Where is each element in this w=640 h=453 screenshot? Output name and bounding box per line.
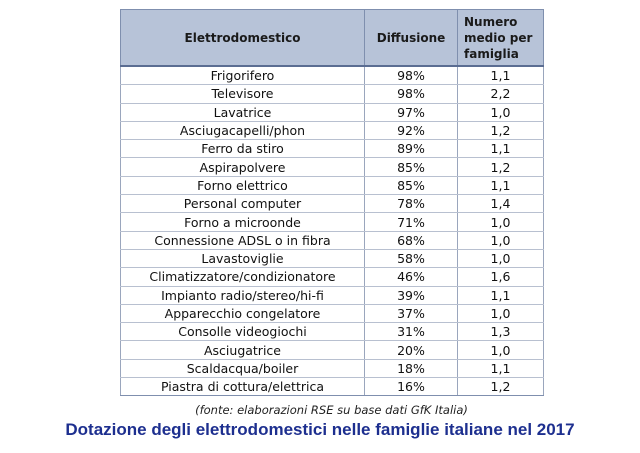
table-body: Frigorifero 98% 1,1 Televisore 98% 2,2 Lavatri… <box>120 66 544 397</box>
cell-appliance: Personal computer <box>120 194 365 214</box>
cell-appliance: Forno a microonde <box>120 212 365 232</box>
cell-diffusion: 37% <box>364 304 458 324</box>
table-row: Televisore 98% 2,2 <box>120 84 544 104</box>
cell-average: 1,2 <box>457 377 544 397</box>
cell-average: 1,3 <box>457 322 544 342</box>
table-row: Aspirapolvere 85% 1,2 <box>120 157 544 177</box>
cell-appliance: Forno elettrico <box>120 176 365 196</box>
cell-appliance: Piastra di cottura/elettrica <box>120 377 365 397</box>
cell-diffusion: 92% <box>364 121 458 141</box>
cell-diffusion: 18% <box>364 359 458 379</box>
cell-average: 1,0 <box>457 231 544 250</box>
cell-appliance: Aspirapolvere <box>120 157 365 177</box>
cell-average: 1,0 <box>457 249 544 269</box>
cell-appliance: Ferro da stiro <box>120 139 365 159</box>
table-row: Forno elettrico 85% 1,1 <box>120 176 544 196</box>
cell-average: 1,0 <box>457 212 544 232</box>
table-header: Elettrodomestico Diffusione Numero medio… <box>120 9 544 67</box>
appliance-table-container: Elettrodomestico Diffusione Numero medio… <box>120 9 544 397</box>
table-row: Scaldacqua/boiler 18% 1,1 <box>120 359 544 379</box>
cell-diffusion: 68% <box>364 231 458 250</box>
table-row: Frigorifero 98% 1,1 <box>120 66 544 86</box>
table-row: Impianto radio/stereo/hi-fi 39% 1,1 <box>120 286 544 305</box>
cell-appliance: Impianto radio/stereo/hi-fi <box>120 286 365 305</box>
table-row: Personal computer 78% 1,4 <box>120 194 544 214</box>
table-row: Ferro da stiro 89% 1,1 <box>120 139 544 159</box>
cell-appliance: Asciugatrice <box>120 340 365 360</box>
cell-diffusion: 97% <box>364 103 458 122</box>
table-row: Asciugacapelli/phon 92% 1,2 <box>120 121 544 141</box>
header-appliance: Elettrodomestico <box>120 9 365 67</box>
cell-average: 1,1 <box>457 359 544 379</box>
cell-average: 1,4 <box>457 194 544 214</box>
cell-average: 1,1 <box>457 176 544 196</box>
cell-appliance: Connessione ADSL o in fibra <box>120 231 365 250</box>
cell-average: 1,1 <box>457 139 544 159</box>
cell-diffusion: 85% <box>364 157 458 177</box>
table-row: Asciugatrice 20% 1,0 <box>120 340 544 360</box>
cell-average: 1,0 <box>457 340 544 360</box>
cell-diffusion: 89% <box>364 139 458 159</box>
cell-appliance: Consolle videogiochi <box>120 322 365 342</box>
table-row: Piastra di cottura/elettrica 16% 1,2 <box>120 377 544 397</box>
cell-appliance: Scaldacqua/boiler <box>120 359 365 379</box>
cell-appliance: Televisore <box>120 84 365 104</box>
cell-diffusion: 58% <box>364 249 458 269</box>
cell-diffusion: 71% <box>364 212 458 232</box>
cell-diffusion: 16% <box>364 377 458 397</box>
appliance-table: Elettrodomestico Diffusione Numero medio… <box>120 9 544 397</box>
table-row: Lavastoviglie 58% 1,0 <box>120 249 544 269</box>
table-row: Lavatrice 97% 1,0 <box>120 103 544 122</box>
table-row: Climatizzatore/condizionatore 46% 1,6 <box>120 267 544 287</box>
cell-appliance: Frigorifero <box>120 66 365 86</box>
cell-appliance: Climatizzatore/condizionatore <box>120 267 365 287</box>
cell-diffusion: 20% <box>364 340 458 360</box>
source-note: (fonte: elaborazioni RSE su base dati Gf… <box>195 403 468 417</box>
cell-appliance: Lavastoviglie <box>120 249 365 269</box>
cell-diffusion: 98% <box>364 84 458 104</box>
cell-diffusion: 46% <box>364 267 458 287</box>
cell-diffusion: 98% <box>364 66 458 86</box>
cell-average: 1,0 <box>457 103 544 122</box>
cell-average: 1,2 <box>457 157 544 177</box>
table-row: Consolle videogiochi 31% 1,3 <box>120 322 544 342</box>
cell-appliance: Apparecchio congelatore <box>120 304 365 324</box>
table-row: Forno a microonde 71% 1,0 <box>120 212 544 232</box>
cell-average: 2,2 <box>457 84 544 104</box>
table-row: Connessione ADSL o in fibra 68% 1,0 <box>120 231 544 250</box>
cell-diffusion: 78% <box>364 194 458 214</box>
cell-diffusion: 85% <box>364 176 458 196</box>
cell-appliance: Lavatrice <box>120 103 365 122</box>
cell-appliance: Asciugacapelli/phon <box>120 121 365 141</box>
page-caption: Dotazione degli elettrodomestici nelle f… <box>65 420 575 439</box>
cell-diffusion: 39% <box>364 286 458 305</box>
cell-average: 1,2 <box>457 121 544 141</box>
header-average-per-family: Numero medio per famiglia <box>457 9 544 67</box>
table-row: Apparecchio congelatore 37% 1,0 <box>120 304 544 324</box>
cell-average: 1,1 <box>457 286 544 305</box>
header-row: Elettrodomestico Diffusione Numero medio… <box>120 9 544 67</box>
cell-average: 1,6 <box>457 267 544 287</box>
cell-diffusion: 31% <box>364 322 458 342</box>
header-diffusion: Diffusione <box>364 9 458 67</box>
cell-average: 1,0 <box>457 304 544 324</box>
cell-average: 1,1 <box>457 66 544 86</box>
